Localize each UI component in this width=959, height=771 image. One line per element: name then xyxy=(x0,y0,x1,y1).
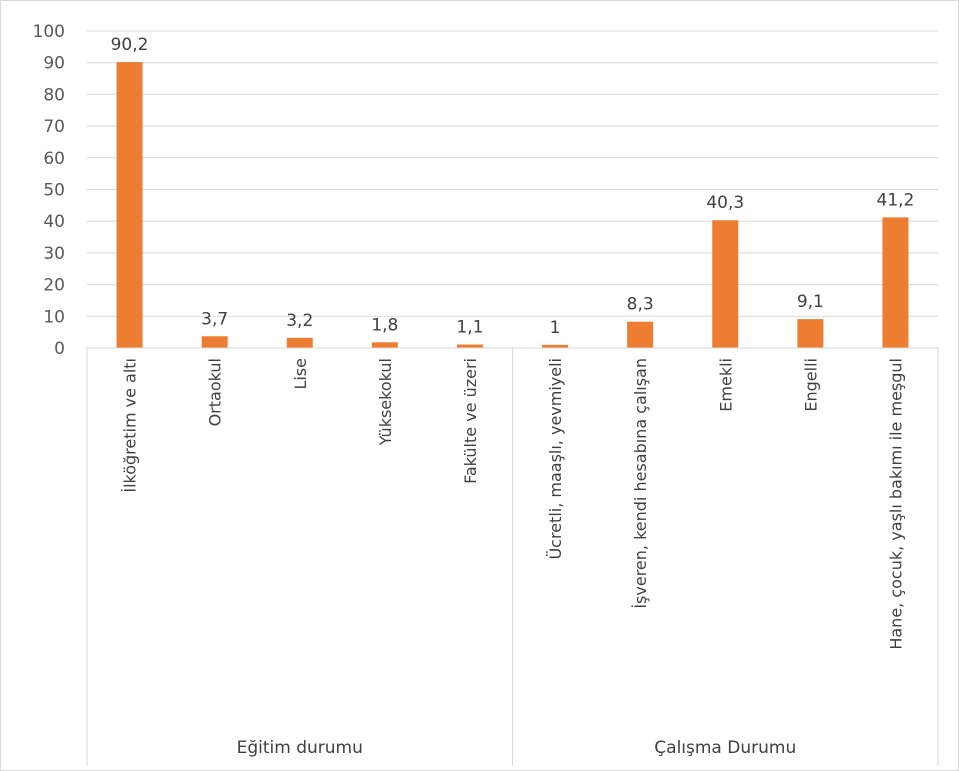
category-label: Ücretli, maaşlı, yevmiyeli xyxy=(546,358,565,560)
category-label: Emekli xyxy=(716,358,735,412)
group-label: Eğitim durumu xyxy=(237,738,363,758)
bar xyxy=(201,336,228,348)
category-label: İlköğretim ve altı xyxy=(121,358,140,493)
bar xyxy=(712,220,739,348)
bar xyxy=(882,217,909,348)
category-label: Engelli xyxy=(801,358,820,412)
data-label: 3,7 xyxy=(201,309,228,329)
bar xyxy=(456,344,483,348)
group-label: Çalışma Durumu xyxy=(654,738,796,758)
bar xyxy=(542,344,569,348)
bars xyxy=(116,62,909,348)
y-tick-label: 50 xyxy=(43,181,65,201)
bar xyxy=(371,342,398,348)
bar xyxy=(286,337,313,348)
category-label: Hane, çocuk, yaşlı bakımı ile meşgul xyxy=(886,358,905,650)
data-label: 90,2 xyxy=(111,35,149,55)
y-tick-label: 20 xyxy=(43,276,65,296)
data-label: 1 xyxy=(550,318,561,338)
group-labels: Eğitim durumu Çalışma Durumu xyxy=(237,738,797,758)
category-label: Lise xyxy=(291,358,310,390)
data-label: 9,1 xyxy=(797,292,824,312)
category-label: Ortaokul xyxy=(206,358,225,426)
y-tick-label: 40 xyxy=(43,212,65,232)
data-label: 1,1 xyxy=(456,318,483,338)
bar xyxy=(797,319,824,348)
data-label: 8,3 xyxy=(627,295,654,315)
category-label: İşveren, kendi hesabına çalışan xyxy=(631,358,650,609)
data-labels: 90,2 3,7 3,2 1,8 1,1 1 8,3 40,3 9,1 41,2 xyxy=(111,35,915,338)
category-labels: İlköğretim ve altı Ortaokul Lise Yüksekokul… xyxy=(121,358,906,650)
data-label: 3,2 xyxy=(286,311,313,331)
data-label: 41,2 xyxy=(877,190,915,210)
y-axis-ticks: 0 10 20 30 40 50 60 70 80 90 100 xyxy=(33,22,65,359)
category-label: Fakülte ve üzeri xyxy=(461,358,480,484)
data-label: 1,8 xyxy=(371,315,398,335)
gridlines xyxy=(87,30,938,317)
bar xyxy=(116,62,143,348)
y-tick-label: 80 xyxy=(43,85,65,105)
bar xyxy=(627,321,654,348)
data-label: 40,3 xyxy=(706,193,744,213)
y-tick-label: 30 xyxy=(43,244,65,264)
y-tick-label: 90 xyxy=(43,54,65,74)
y-tick-label: 10 xyxy=(43,307,65,327)
category-label: Yüksekokul xyxy=(376,358,395,446)
y-tick-label: 100 xyxy=(33,22,65,42)
y-tick-label: 0 xyxy=(54,339,65,359)
category-axis xyxy=(86,347,939,766)
y-tick-label: 60 xyxy=(43,149,65,169)
y-tick-label: 70 xyxy=(43,117,65,137)
